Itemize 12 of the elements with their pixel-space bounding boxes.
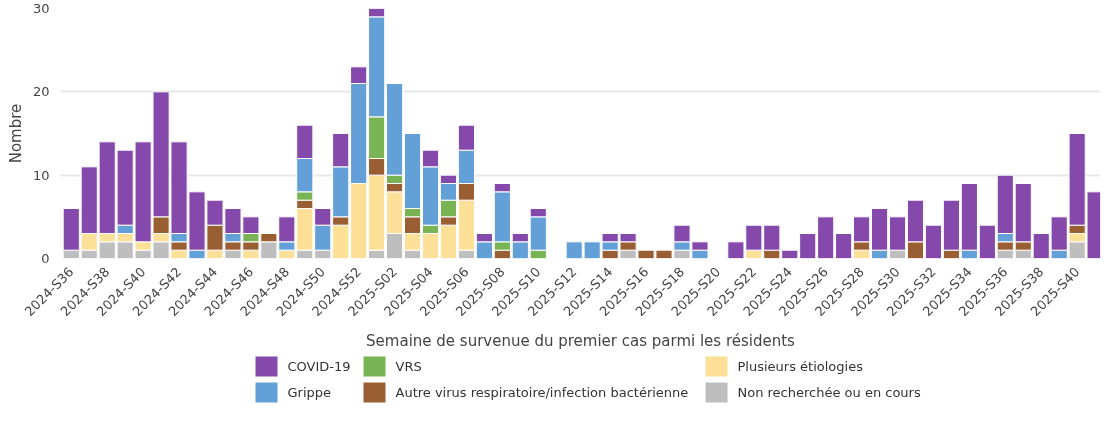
legend-label: COVID-19 [287, 359, 351, 374]
legend-label: VRS [395, 359, 422, 374]
y-tick-label: 30 [32, 1, 50, 16]
y-tick-label: 0 [41, 251, 50, 266]
legend-label: Autre virus respiratoire/infection bactérienne [395, 385, 689, 400]
y-axis-title: Nombre [6, 103, 25, 164]
y-tick-label: 10 [32, 167, 50, 183]
legend-label: Grippe [287, 385, 332, 400]
legend-label: Non recherchée ou en cours [737, 385, 921, 400]
y-tick-label: 20 [32, 84, 50, 100]
x-axis-title: Semaine de survenue du premier cas parmi les résidents [366, 332, 796, 351]
legend-label: Plusieurs étiologies [737, 359, 864, 374]
